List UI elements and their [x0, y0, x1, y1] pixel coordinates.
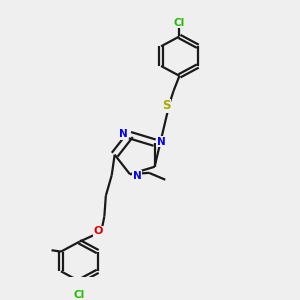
- Text: O: O: [94, 226, 103, 236]
- Text: N: N: [157, 136, 166, 146]
- Text: Cl: Cl: [174, 18, 185, 28]
- Text: N: N: [133, 171, 142, 181]
- Text: N: N: [119, 129, 128, 139]
- Text: Cl: Cl: [74, 290, 85, 300]
- Text: S: S: [162, 100, 170, 112]
